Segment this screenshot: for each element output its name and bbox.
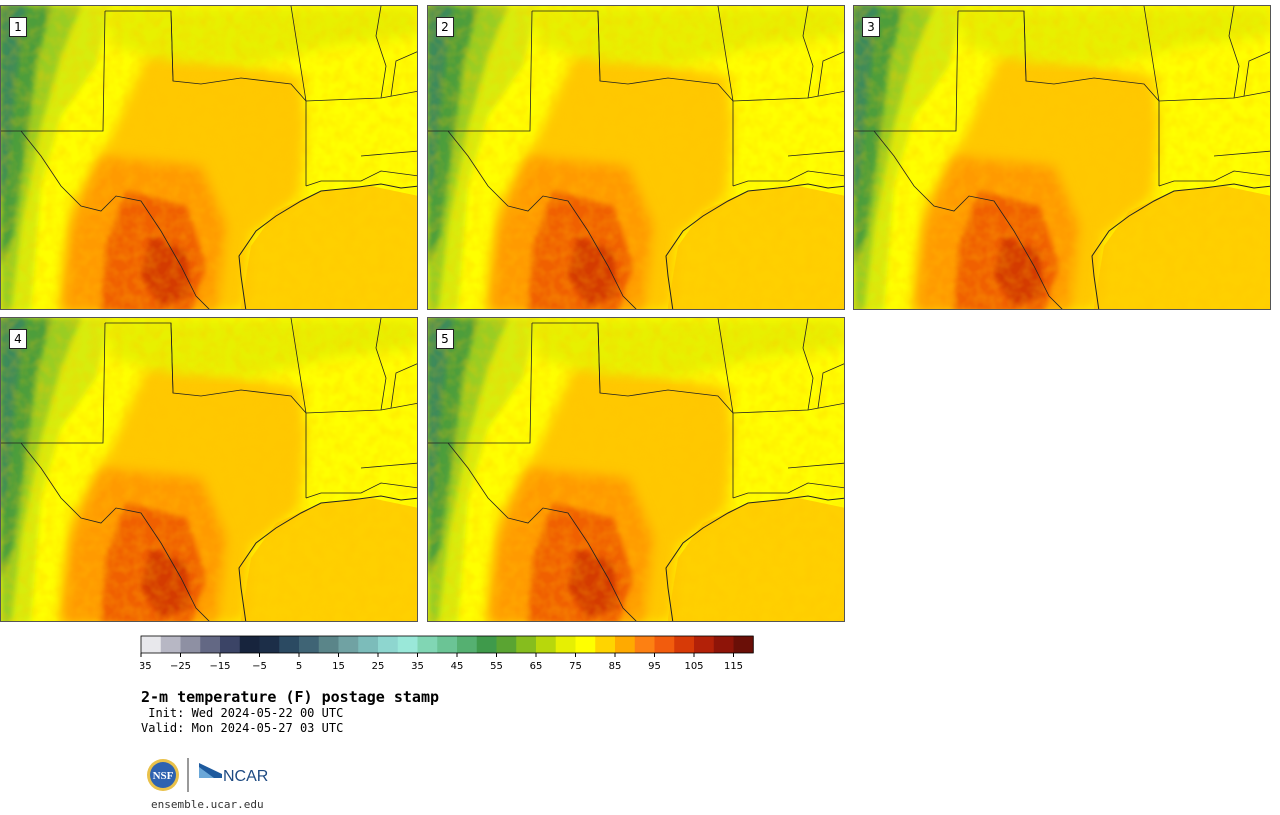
colorbar-bin bbox=[318, 636, 339, 653]
temperature-map-2 bbox=[428, 6, 845, 310]
ncar-logo: NCAR bbox=[199, 763, 268, 785]
colorbar-bin bbox=[220, 636, 241, 653]
colorbar-bin bbox=[160, 636, 181, 653]
colorbar-tick-label: 85 bbox=[609, 661, 622, 672]
colorbar-tick-label: −35 bbox=[140, 661, 152, 672]
colorbar-bin bbox=[733, 636, 754, 653]
temperature-map-1 bbox=[1, 6, 418, 310]
temperature-map-4 bbox=[1, 318, 418, 622]
nsf-logo: NSF bbox=[147, 759, 179, 791]
colorbar-tick-label: 115 bbox=[724, 661, 743, 672]
map-panel-3: 3 bbox=[853, 5, 1271, 310]
colorbar-tick-label: 45 bbox=[451, 661, 464, 672]
temperature-map-5 bbox=[428, 318, 845, 622]
colorbar-tick-label: 35 bbox=[411, 661, 424, 672]
svg-text:NCAR: NCAR bbox=[223, 768, 268, 785]
svg-text:NSF: NSF bbox=[153, 770, 174, 782]
colorbar-bin bbox=[595, 636, 616, 653]
colorbar-bin bbox=[378, 636, 399, 653]
map-panel-4: 4 bbox=[0, 317, 418, 622]
colorbar-bin bbox=[338, 636, 359, 653]
map-panel-2: 2 bbox=[427, 5, 845, 310]
colorbar-tick-label: 95 bbox=[648, 661, 661, 672]
map-panel-5: 5 bbox=[427, 317, 845, 622]
colorbar-bin bbox=[437, 636, 458, 653]
website-url: ensemble.ucar.edu bbox=[151, 798, 264, 811]
temperature-map-3 bbox=[854, 6, 1271, 310]
init-time: Init: Wed 2024-05-22 00 UTC bbox=[141, 706, 344, 720]
panel-number-4: 4 bbox=[9, 329, 27, 349]
colorbar-bin bbox=[575, 636, 596, 653]
colorbar-tick-label: 5 bbox=[296, 661, 302, 672]
colorbar-bin bbox=[694, 636, 715, 653]
panel-number-5: 5 bbox=[436, 329, 454, 349]
colorbar-tick-label: 25 bbox=[372, 661, 385, 672]
colorbar-tick-label: 15 bbox=[332, 661, 345, 672]
colorbar-tick-label: −5 bbox=[252, 661, 267, 672]
colorbar-tick-label: 105 bbox=[684, 661, 703, 672]
colorbar-bin bbox=[654, 636, 675, 653]
colorbar-bin bbox=[713, 636, 734, 653]
colorbar-bin bbox=[634, 636, 655, 653]
colorbar-bin bbox=[239, 636, 260, 653]
colorbar-bin bbox=[516, 636, 537, 653]
colorbar-bin bbox=[476, 636, 497, 653]
panel-number-2: 2 bbox=[436, 17, 454, 37]
colorbar-bin bbox=[141, 636, 162, 653]
colorbar-bin bbox=[397, 636, 418, 653]
colorbar-tick-label: 65 bbox=[530, 661, 543, 672]
colorbar-bin bbox=[536, 636, 557, 653]
colorbar-bin bbox=[457, 636, 478, 653]
panel-number-1: 1 bbox=[9, 17, 27, 37]
colorbar-bin bbox=[180, 636, 201, 653]
nsf-ncar-logo: NSF NCAR bbox=[144, 756, 274, 796]
colorbar-bin bbox=[259, 636, 280, 653]
valid-time: Valid: Mon 2024-05-27 03 UTC bbox=[141, 721, 344, 735]
colorbar-bin bbox=[299, 636, 320, 653]
colorbar-tick-label: −25 bbox=[170, 661, 191, 672]
colorbar-bin bbox=[417, 636, 438, 653]
colorbar-bin bbox=[279, 636, 300, 653]
colorbar-bin bbox=[615, 636, 636, 653]
colorbar-bin bbox=[496, 636, 517, 653]
panel-number-3: 3 bbox=[862, 17, 880, 37]
colorbar-tick-label: 55 bbox=[490, 661, 503, 672]
plot-title: 2-m temperature (F) postage stamp bbox=[141, 688, 440, 706]
colorbar-tick-label: 75 bbox=[569, 661, 582, 672]
colorbar-bin bbox=[555, 636, 576, 653]
map-panel-1: 1 bbox=[0, 5, 418, 310]
colorbar-bin bbox=[200, 636, 221, 653]
colorbar: −35 −25 −15 −5 5 15 25 35 45 55 65 75 85 95 105 115 bbox=[140, 635, 754, 672]
colorbar-bin bbox=[674, 636, 695, 653]
colorbar-tick-label: −15 bbox=[209, 661, 230, 672]
colorbar-bin bbox=[358, 636, 379, 653]
